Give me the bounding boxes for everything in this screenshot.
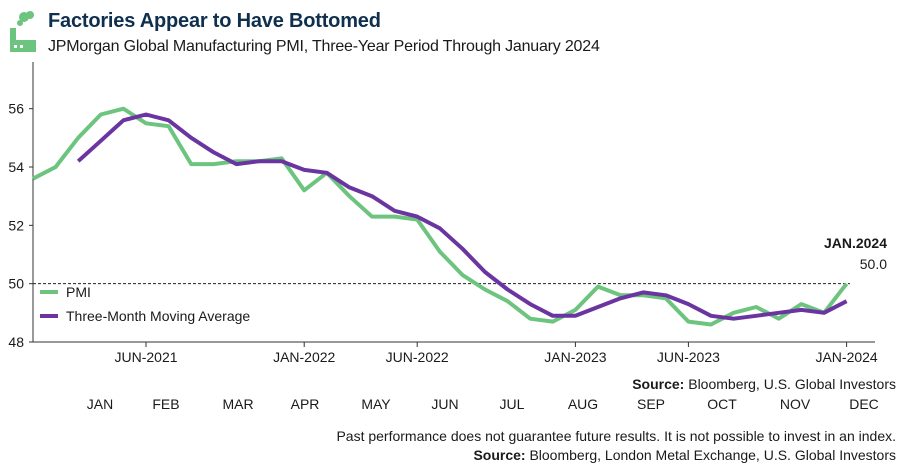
- chart-subtitle: JPMorgan Global Manufacturing PMI, Three…: [48, 38, 600, 55]
- x-tick-label: JAN-2022: [273, 349, 335, 365]
- month-label: JUN: [431, 396, 459, 412]
- chart-title: Factories Appear to Have Bottomed: [48, 10, 381, 32]
- month-label: AUG: [567, 396, 599, 412]
- month-label: MAY: [361, 396, 391, 412]
- month-label: MAR: [222, 396, 254, 412]
- y-tick-label: 56: [8, 101, 24, 117]
- chart-series: [32, 106, 849, 327]
- source-label: Source:: [632, 376, 685, 392]
- source-label: Source:: [473, 447, 526, 463]
- y-tick-label: 54: [8, 159, 24, 175]
- moving-average-series-line: [76, 112, 848, 321]
- x-tick-label: JAN-2023: [544, 349, 606, 365]
- y-tick-label: 50: [8, 276, 24, 292]
- month-label: APR: [290, 396, 320, 412]
- source-text: Bloomberg, U.S. Global Investors: [684, 376, 896, 392]
- x-tick-label: JUN-2022: [386, 349, 449, 365]
- chart-header: Factories Appear to Have Bottomed JPMorg…: [6, 4, 886, 56]
- annotation-date-label: JAN.2024: [824, 235, 887, 251]
- month-label: SEP: [636, 396, 666, 412]
- month-label: DEC: [849, 396, 879, 412]
- chart-annotation: JAN.2024 50.0: [824, 235, 887, 272]
- month-label: JAN: [86, 396, 114, 412]
- month-label-row: JAN FEB MAR APR MAY JUN JUL AUG SEP OCT NOV DEC: [0, 396, 900, 416]
- legend-label-pmi: PMI: [66, 284, 91, 300]
- annotation-value-label: 50.0: [860, 256, 887, 272]
- y-tick-label: 52: [8, 217, 24, 233]
- source-text: Bloomberg, London Metal Exchange, U.S. G…: [525, 447, 896, 463]
- x-tick-label: JUN-2023: [657, 349, 720, 365]
- pmi-series-line: [32, 106, 849, 327]
- month-label: JUL: [499, 396, 525, 412]
- factory-icon: [10, 11, 36, 52]
- x-tick-label: JAN-2024: [815, 349, 877, 365]
- source-note-top: Source: Bloomberg, U.S. Global Investors: [632, 376, 896, 392]
- y-tick-label: 48: [8, 334, 24, 350]
- x-tick-label: JUN-2021: [114, 349, 177, 365]
- chart-axes: 48 50 52 54 56 JUN-2021 JAN-2022 JUN-2022 JAN-20…: [8, 62, 878, 365]
- month-label: FEB: [152, 396, 180, 412]
- chart-legend: PMI Three-Month Moving Average: [40, 284, 250, 324]
- legend-label-moving-average: Three-Month Moving Average: [66, 308, 250, 324]
- month-label: OCT: [707, 396, 737, 412]
- source-note-bottom: Source: Bloomberg, London Metal Exchange…: [473, 447, 896, 463]
- pmi-line-chart: 48 50 52 54 56 JUN-2021 JAN-2022 JUN-2022 JAN-20…: [8, 62, 887, 365]
- month-label: NOV: [779, 396, 811, 412]
- disclaimer: Past performance does not guarantee futu…: [336, 428, 896, 444]
